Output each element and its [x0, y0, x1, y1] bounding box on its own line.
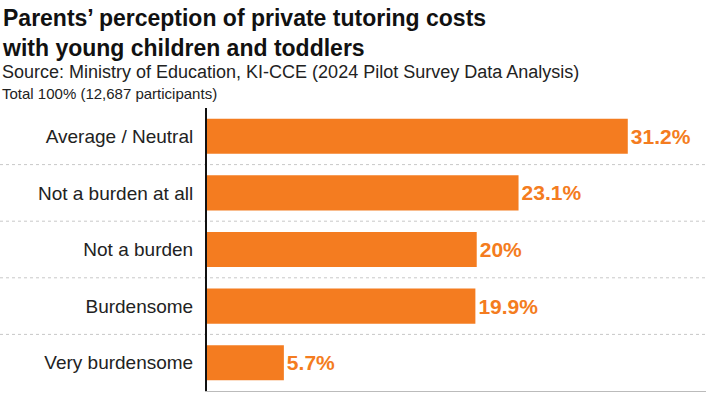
svg-text:Not a burden: Not a burden — [83, 239, 193, 260]
svg-text:Very burdensome: Very burdensome — [44, 352, 193, 373]
svg-text:23.1%: 23.1% — [522, 181, 582, 204]
svg-text:31.2%: 31.2% — [631, 125, 691, 148]
svg-text:Burdensome: Burdensome — [85, 296, 193, 317]
svg-text:Average / Neutral: Average / Neutral — [46, 126, 194, 147]
svg-text:5.7%: 5.7% — [287, 351, 335, 374]
svg-text:19.9%: 19.9% — [478, 295, 538, 318]
svg-text:Total 100% (12,687 participant: Total 100% (12,687 participants) — [2, 85, 217, 102]
svg-text:Source: Ministry of Education,: Source: Ministry of Education, KI-CCE (2… — [2, 62, 579, 82]
svg-text:Parents’ perception of private: Parents’ perception of private tutoring … — [2, 5, 486, 61]
svg-text:20%: 20% — [480, 238, 522, 261]
svg-text:Not a burden at all: Not a burden at all — [38, 183, 193, 204]
